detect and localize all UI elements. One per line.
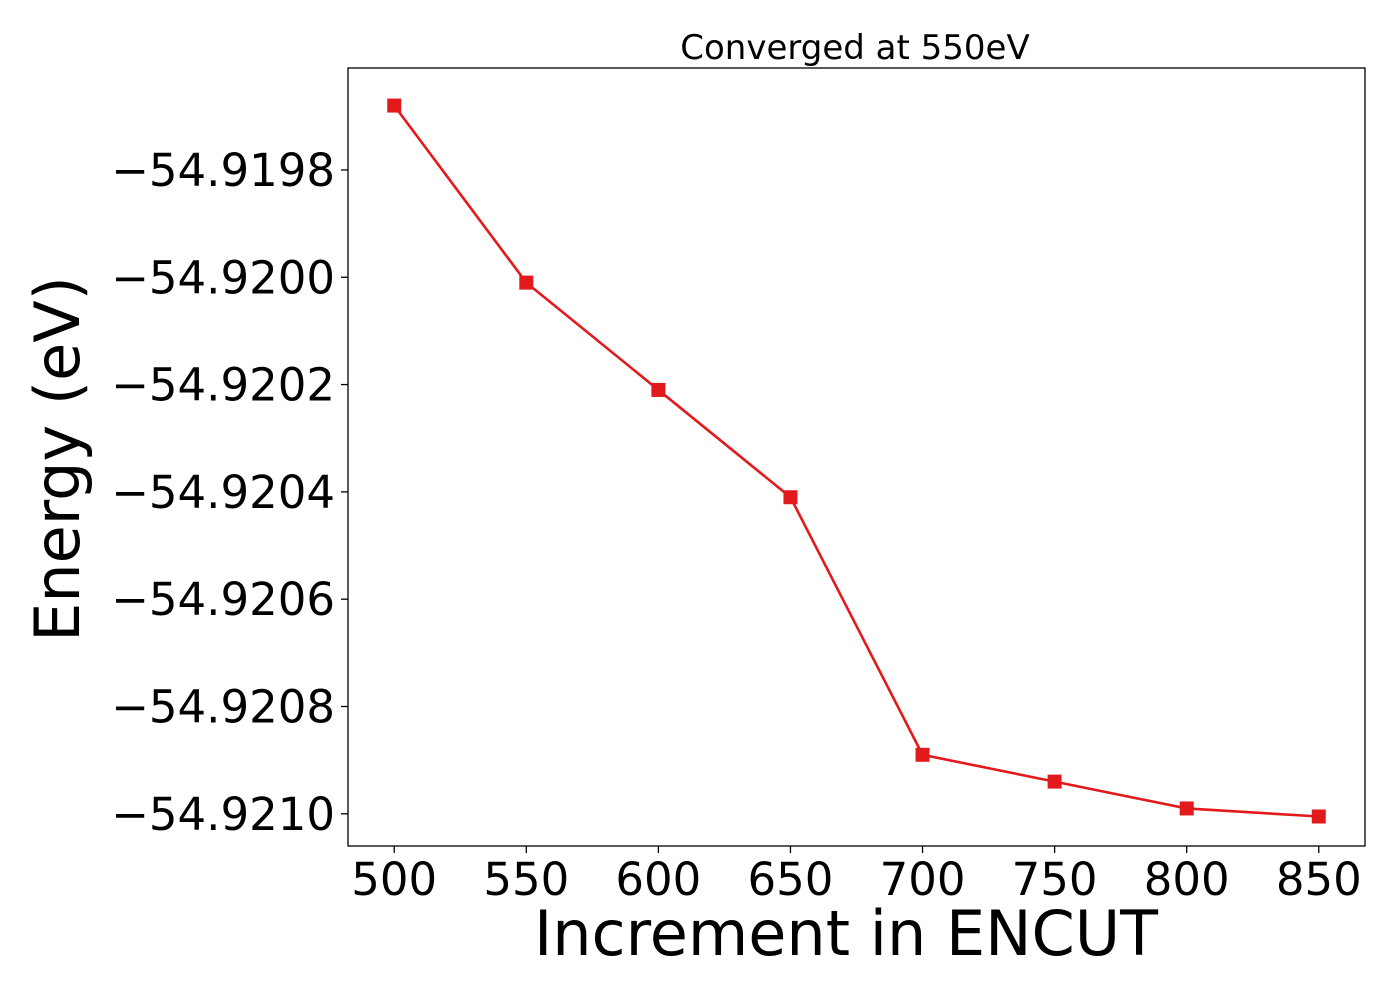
x-tick-label: 500 [351, 853, 437, 906]
chart-title: Converged at 550eV [680, 28, 1029, 68]
data-point-marker [915, 747, 930, 762]
y-tick-label: −54.9200 [111, 251, 335, 304]
series-line [393, 104, 1319, 818]
data-point-marker [783, 490, 798, 505]
y-tick-label: −54.9204 [111, 466, 335, 519]
y-tick-label: −54.9210 [111, 788, 335, 841]
plot-layer: 500 550 600 650 700 750 800 850 −54.9198 −54.9200… [111, 67, 1366, 906]
data-point-marker [1311, 809, 1326, 824]
y-tick-label: −54.9208 [111, 680, 335, 733]
x-axis-label: Increment in ENCUT [534, 897, 1159, 970]
plot-frame [347, 67, 1366, 847]
x-tick-label: 550 [483, 853, 569, 906]
x-tick-label: 650 [748, 853, 834, 906]
data-point-marker [1179, 801, 1194, 816]
y-tick-label: −54.9202 [111, 359, 335, 412]
x-tick-label: 750 [1012, 853, 1098, 906]
y-tick-label: −54.9206 [111, 573, 335, 626]
data-point-marker [387, 98, 402, 113]
y-axis-label: Energy (eV) [21, 276, 94, 642]
y-axis-label-group: Energy (eV) [21, 276, 94, 642]
y-tick-label: −54.9198 [111, 144, 335, 197]
x-tick-label: 700 [880, 853, 966, 906]
data-point-marker [651, 382, 666, 397]
x-tick-label: 600 [615, 853, 701, 906]
x-tick-label: 850 [1276, 853, 1362, 906]
data-point-marker [519, 275, 534, 290]
x-tick-label: 800 [1144, 853, 1230, 906]
data-point-marker [1047, 774, 1062, 789]
